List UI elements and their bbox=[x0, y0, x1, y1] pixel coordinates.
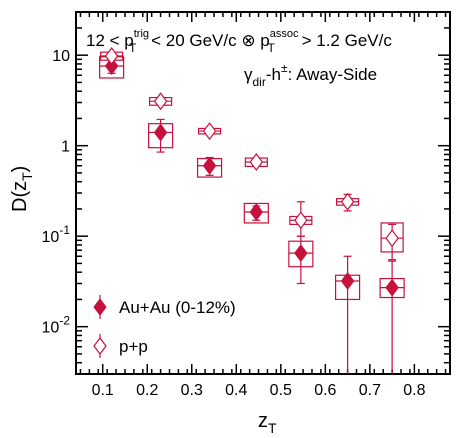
pp-marker bbox=[340, 192, 355, 211]
legend-label-pp: p+p bbox=[119, 337, 148, 356]
legend-marker-auau bbox=[93, 298, 107, 316]
x-tick-label: 0.8 bbox=[403, 382, 425, 399]
pp-marker bbox=[294, 211, 308, 230]
y-tick-label: 1 bbox=[61, 139, 70, 156]
x-tick-label: 0.6 bbox=[314, 382, 336, 399]
legend-item-pp: p+p bbox=[93, 334, 148, 358]
x-tick-label: 0.7 bbox=[359, 382, 381, 399]
pp-point bbox=[100, 46, 124, 65]
x-tick-label: 0.4 bbox=[225, 382, 247, 399]
plot-frame bbox=[75, 11, 451, 375]
auau-marker bbox=[202, 156, 217, 175]
sys-error-box bbox=[380, 222, 404, 253]
legend: Au+Au (0-12%) p+p bbox=[93, 295, 236, 358]
auau-marker bbox=[385, 278, 399, 297]
pp-point bbox=[335, 192, 360, 212]
pp-marker bbox=[249, 153, 264, 172]
legend-label-auau: Au+Au (0-12%) bbox=[119, 298, 236, 317]
auau-point bbox=[147, 118, 174, 153]
auau-marker bbox=[153, 123, 168, 142]
x-tick-label: 0.1 bbox=[92, 382, 114, 399]
pp-marker bbox=[153, 92, 168, 111]
pp-marker bbox=[104, 46, 119, 65]
auau-marker bbox=[249, 203, 264, 222]
x-axis-title: zT bbox=[258, 410, 277, 436]
pp-marker bbox=[385, 229, 399, 248]
channel-annotation: γdir-h±: Away-Side bbox=[244, 61, 377, 89]
pp-point bbox=[380, 222, 404, 261]
auau-marker bbox=[104, 56, 119, 75]
pp-point bbox=[148, 92, 173, 111]
kinematics-annotation: 12 < ptrig T < 20 GeV/c ⊗ passoc T > 1.2 G… bbox=[86, 28, 392, 55]
y-axis-title: D(zT) bbox=[9, 166, 35, 212]
y-tick-label: 10 bbox=[52, 48, 70, 65]
auau-point bbox=[334, 255, 361, 374]
x-tick-label: 0.2 bbox=[136, 382, 158, 399]
auau-marker bbox=[340, 271, 355, 290]
pp-marker bbox=[202, 122, 217, 141]
auau-point bbox=[288, 235, 314, 285]
auau-point bbox=[243, 202, 269, 224]
pp-point bbox=[197, 122, 222, 141]
auau-point bbox=[379, 260, 405, 374]
auau-marker bbox=[294, 244, 308, 263]
auau-point bbox=[196, 156, 223, 178]
pp-point bbox=[289, 201, 313, 237]
legend-item-auau: Au+Au (0-12%) bbox=[93, 295, 236, 319]
legend-marker-pp bbox=[93, 337, 107, 355]
data-layer bbox=[99, 46, 405, 374]
sys-error-box bbox=[288, 240, 314, 268]
x-tick-label: 0.3 bbox=[181, 382, 203, 399]
y-tick-labels: 10-2 10-1 1 10 bbox=[42, 48, 71, 337]
y-tick-label: 10-1 bbox=[42, 223, 71, 246]
y-tick-label: 10-2 bbox=[42, 314, 71, 337]
x-tick-labels: 0.1 0.2 0.3 0.4 0.5 0.6 0.7 0.8 bbox=[92, 382, 426, 399]
axis-ticks bbox=[76, 11, 450, 375]
pp-point bbox=[244, 153, 268, 172]
x-tick-label: 0.5 bbox=[270, 382, 292, 399]
